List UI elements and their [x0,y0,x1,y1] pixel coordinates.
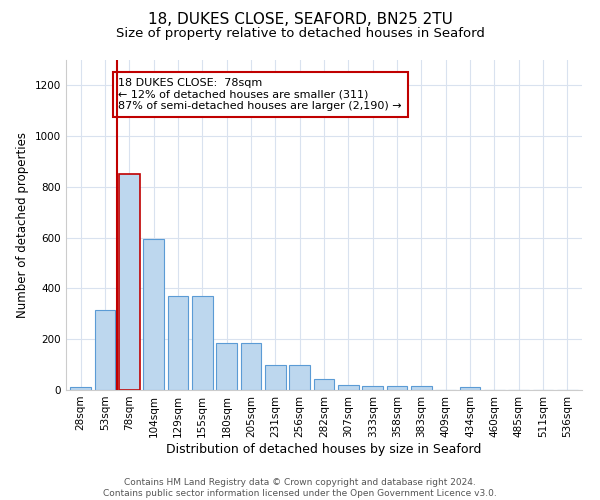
Bar [192,296,212,390]
Bar [289,364,310,390]
Bar [95,310,115,390]
Bar [167,296,188,390]
Text: 18 DUKES CLOSE:  78sqm
← 12% of detached houses are smaller (311)
87% of semi-de: 18 DUKES CLOSE: 78sqm ← 12% of detached … [118,78,402,111]
Text: 18, DUKES CLOSE, SEAFORD, BN25 2TU: 18, DUKES CLOSE, SEAFORD, BN25 2TU [148,12,452,28]
Bar [460,388,481,390]
Bar [143,239,164,390]
Bar [265,364,286,390]
Y-axis label: Number of detached properties: Number of detached properties [16,132,29,318]
Bar [216,343,237,390]
Bar [386,386,407,390]
Bar [70,388,91,390]
Bar [314,378,334,390]
Bar [241,343,262,390]
Text: Contains HM Land Registry data © Crown copyright and database right 2024.
Contai: Contains HM Land Registry data © Crown c… [103,478,497,498]
Bar [362,386,383,390]
Bar [411,386,432,390]
Text: Size of property relative to detached houses in Seaford: Size of property relative to detached ho… [116,28,484,40]
Bar [338,385,359,390]
X-axis label: Distribution of detached houses by size in Seaford: Distribution of detached houses by size … [166,442,482,456]
Bar [119,174,140,390]
